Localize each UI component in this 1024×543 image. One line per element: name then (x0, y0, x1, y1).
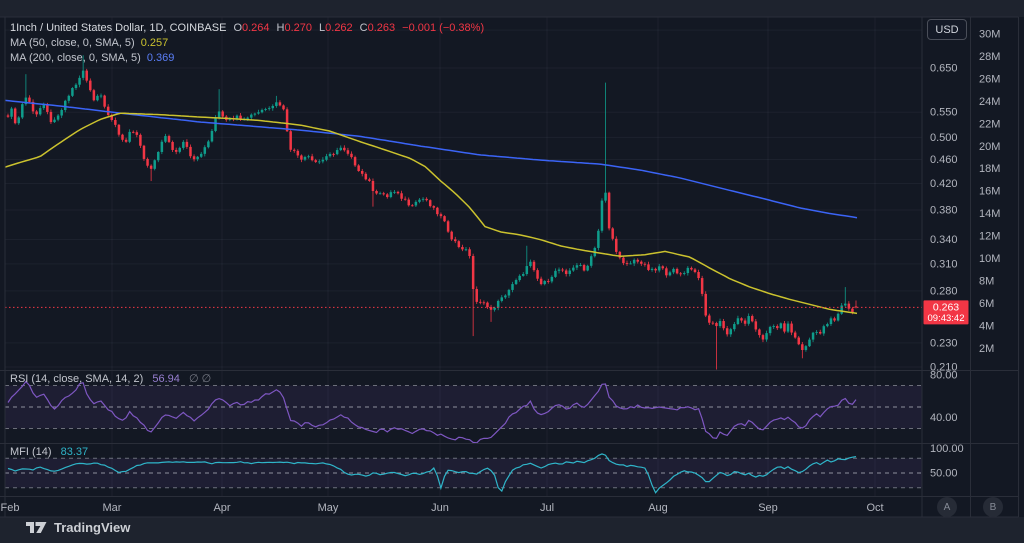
svg-text:14M: 14M (979, 208, 1000, 220)
ohlc-low: L0.262 (319, 22, 353, 34)
time-axis[interactable]: Feb Mar Apr May Jun Jul Aug Sep Oct (1, 502, 884, 514)
svg-text:0.550: 0.550 (930, 107, 958, 119)
svg-text:Jul: Jul (540, 502, 554, 514)
svg-text:30M: 30M (979, 29, 1000, 41)
svg-text:Sep: Sep (758, 502, 778, 514)
svg-text:24M: 24M (979, 96, 1000, 108)
auto-scale-button-a[interactable]: A (937, 497, 957, 517)
currency-toggle-button[interactable]: USD (927, 19, 967, 40)
svg-text:80.00: 80.00 (930, 369, 958, 381)
auto-scale-b-label: B (989, 501, 997, 513)
ohlc-open: O0.264 (233, 22, 270, 34)
svg-text:Apr: Apr (213, 502, 230, 514)
rsi-hidden-values: ∅ ∅ (188, 373, 212, 385)
svg-text:0.340: 0.340 (930, 234, 958, 246)
symbol-legend-row[interactable]: 1Inch / United States Dollar, 1D, COINBA… (10, 21, 484, 35)
svg-text:0.460: 0.460 (930, 154, 958, 166)
svg-text:20M: 20M (979, 141, 1000, 153)
currency-label: USD (935, 23, 959, 36)
ohlc-high: H0.270 (276, 22, 313, 34)
ohlc-close: C0.263 (359, 22, 396, 34)
svg-text:2M: 2M (979, 343, 994, 355)
svg-text:40.00: 40.00 (930, 412, 958, 424)
svg-text:6M: 6M (979, 298, 994, 310)
ma50-value: 0.257 (140, 37, 169, 49)
mfi-value: 83.37 (60, 446, 89, 458)
svg-text:0.263: 0.263 (933, 301, 959, 313)
grid (5, 17, 922, 497)
svg-text:09:43:42: 09:43:42 (928, 313, 965, 324)
change-value: −0.001 (−0.38%) (402, 22, 485, 34)
svg-text:Mar: Mar (103, 502, 122, 514)
ma200-label: MA (200, close, 0, SMA, 5) (10, 52, 141, 64)
ma200-value: 0.369 (146, 52, 175, 64)
svg-text:18M: 18M (979, 163, 1000, 175)
tradingview-logo-icon (26, 522, 47, 533)
svg-text:0.310: 0.310 (930, 258, 958, 270)
ma50-legend-row[interactable]: MA (50, close, 0, SMA, 5) 0.257 (10, 36, 484, 50)
ma200-legend-row[interactable]: MA (200, close, 0, SMA, 5) 0.369 (10, 51, 484, 65)
svg-text:12M: 12M (979, 231, 1000, 243)
svg-text:Jun: Jun (431, 502, 449, 514)
auto-scale-a-label: A (943, 501, 951, 513)
svg-text:100.00: 100.00 (930, 443, 964, 455)
rsi-label: RSI (14, close, SMA, 14, 2) (10, 373, 144, 385)
svg-text:0.500: 0.500 (930, 132, 958, 144)
svg-text:0.230: 0.230 (930, 337, 958, 349)
svg-text:26M: 26M (979, 73, 1000, 85)
svg-text:8M: 8M (979, 275, 994, 287)
rsi-value: 56.94 (152, 373, 180, 385)
svg-text:16M: 16M (979, 186, 1000, 198)
price-scale[interactable]: 0.650 0.550 0.500 0.460 0.420 0.380 0.340 0.310… (930, 62, 964, 479)
svg-text:Aug: Aug (648, 502, 668, 514)
chart-legend: 1Inch / United States Dollar, 1D, COINBA… (10, 21, 484, 66)
auto-scale-button-b[interactable]: B (983, 497, 1003, 517)
svg-text:0.650: 0.650 (930, 62, 958, 74)
svg-text:Feb: Feb (1, 502, 20, 514)
svg-text:0.380: 0.380 (930, 205, 958, 217)
svg-text:0.280: 0.280 (930, 285, 958, 297)
ma50-label: MA (50, close, 0, SMA, 5) (10, 37, 135, 49)
main-pane[interactable] (5, 55, 858, 370)
symbol-title: 1Inch / United States Dollar, 1D, COINBA… (10, 22, 227, 34)
mfi-legend-row[interactable]: MFI (14) 83.37 (10, 446, 88, 458)
tradingview-logo[interactable]: TradingView (26, 520, 130, 535)
svg-text:Oct: Oct (866, 502, 883, 514)
volume-scale[interactable]: 30M 28M 26M 24M 22M 20M 18M 16M 14M 12M 10M 8M 6M 4M 2… (979, 29, 1000, 355)
svg-text:0.420: 0.420 (930, 178, 958, 190)
svg-text:4M: 4M (979, 320, 994, 332)
svg-text:28M: 28M (979, 51, 1000, 63)
svg-text:50.00: 50.00 (930, 468, 958, 480)
svg-text:22M: 22M (979, 118, 1000, 130)
mfi-label: MFI (14) (10, 446, 52, 458)
svg-text:10M: 10M (979, 253, 1000, 265)
svg-text:0.210: 0.210 (930, 361, 958, 373)
tradingview-logo-text: TradingView (54, 520, 131, 535)
rsi-legend-row[interactable]: RSI (14, close, SMA, 14, 2) 56.94 ∅ ∅ (10, 372, 211, 385)
svg-text:May: May (318, 502, 339, 514)
